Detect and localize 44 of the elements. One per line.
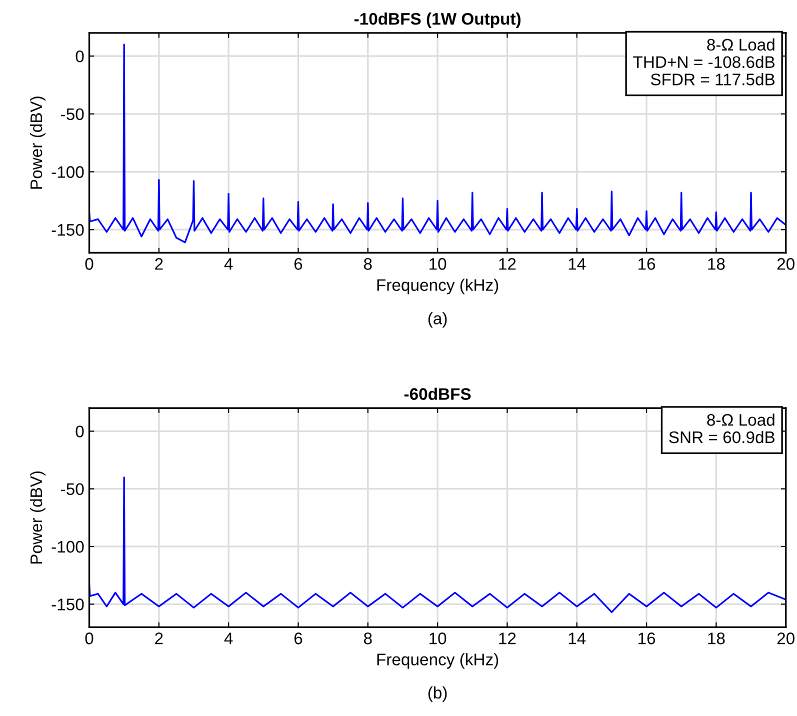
- x-tick-label: 6: [294, 258, 302, 270]
- x-tick-label: 8: [364, 632, 372, 644]
- x-tick-label: 20: [777, 258, 794, 270]
- y-tick-label: 0: [76, 50, 84, 62]
- annotation: SNR = 60.9dB: [669, 430, 775, 444]
- x-axis-title: Frequency (kHz): [377, 653, 498, 669]
- y-tick-label: -50: [61, 108, 84, 120]
- y-tick-label: 0: [76, 426, 84, 438]
- x-tick-label: 10: [430, 632, 446, 644]
- x-tick-label: 2: [155, 632, 163, 644]
- y-tick-label: -150: [52, 224, 84, 236]
- chart-title: -10dBFS (1W Output): [354, 12, 521, 28]
- y-tick-label: -100: [52, 166, 84, 178]
- x-tick-label: 18: [708, 632, 725, 644]
- x-tick-label: 6: [294, 632, 302, 644]
- x-tick-label: 4: [224, 258, 233, 270]
- line-series: [89, 476, 786, 614]
- annotation: SFDR = 117.5dB: [650, 73, 775, 86]
- annotation: 8-Ω Load: [707, 38, 774, 51]
- y-tick-label: -150: [52, 598, 84, 610]
- x-axis-title: Frequency (kHz): [377, 278, 498, 294]
- x-tick-label: 8: [364, 258, 372, 270]
- x-tick-label: 16: [638, 632, 656, 644]
- y-axis-title: Power (dBV): [30, 96, 46, 189]
- x-tick-label: 12: [499, 632, 516, 644]
- annotation: THD+N = -108.6dB: [633, 56, 775, 68]
- x-tick-label: 18: [708, 258, 725, 270]
- x-tick-label: 12: [499, 258, 516, 270]
- x-tick-label: 2: [155, 258, 163, 270]
- x-tick-label: 0: [85, 258, 94, 270]
- x-tick-label: 14: [568, 258, 586, 270]
- x-tick-label: 20: [777, 632, 794, 644]
- text: (a): [428, 312, 447, 328]
- x-tick-label: 10: [430, 258, 446, 270]
- text: (b): [428, 686, 447, 702]
- x-tick-label: 0: [85, 632, 94, 644]
- x-tick-label: 14: [568, 632, 586, 644]
- annotation: 8-Ω Load: [707, 414, 774, 426]
- chart-title: -60dBFS: [404, 388, 471, 400]
- y-axis-title: Power (dBV): [30, 471, 46, 564]
- x-tick-label: 16: [638, 258, 656, 270]
- x-tick-label: 4: [224, 632, 233, 644]
- y-tick-label: -100: [52, 540, 84, 553]
- y-tick-label: -50: [61, 483, 84, 496]
